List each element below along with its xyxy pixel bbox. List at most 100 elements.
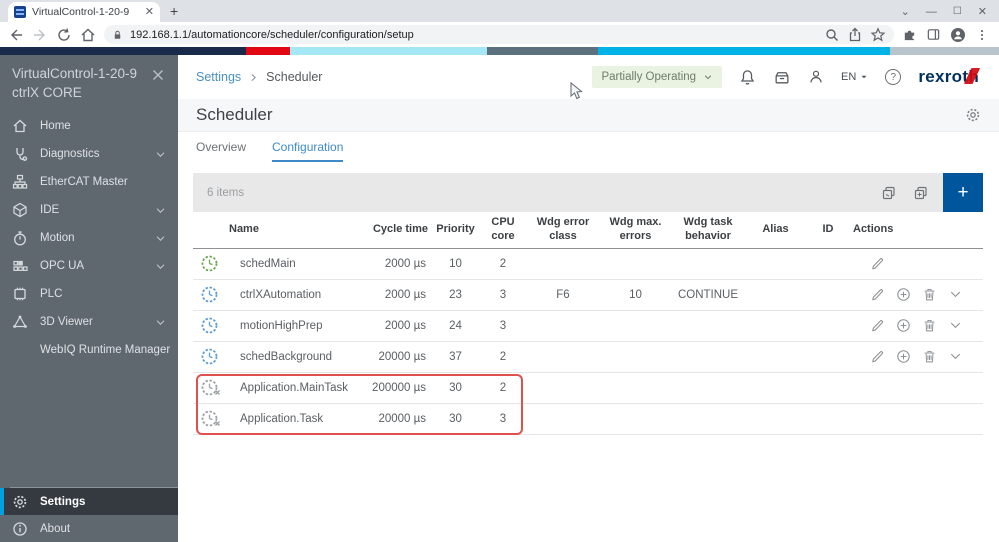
tab-configuration[interactable]: Configuration [272,140,344,162]
expand-icon[interactable] [948,287,963,302]
sidebar-close-icon[interactable] [150,67,166,83]
sidebar-item-3d-viewer[interactable]: 3D Viewer [0,308,178,336]
table-row[interactable]: Application.Task 20000 µs 30 3 [193,404,983,435]
forward-icon[interactable] [32,27,48,43]
sidebar-item-home[interactable]: Home [0,112,178,140]
user-icon[interactable] [808,69,824,85]
col-cycle-time: Cycle time [372,222,428,235]
home-browser-icon[interactable] [80,27,96,43]
status-badge[interactable]: Partially Operating [592,66,723,88]
tab-close-icon[interactable]: ✕ [144,5,154,18]
chevron-down-icon [861,75,867,79]
window-minimize-icon[interactable]: — [925,5,937,18]
cycle-time: 2000 µs [384,257,426,270]
sidebar-item-label: OPC UA [40,260,85,272]
sidebar-item-label: Motion [40,232,75,244]
task-name: schedBackground [240,350,333,363]
sidebar-item-settings[interactable]: Settings [0,488,178,515]
browser-tab[interactable]: VirtualControl-1-20-9 ✕ [8,2,160,22]
edit-icon[interactable] [870,287,885,302]
reload-icon[interactable] [56,27,72,43]
sidebar-item-about[interactable]: About [0,515,178,542]
delete-icon[interactable] [922,318,937,333]
back-icon[interactable] [8,27,24,43]
plc-icon [14,287,26,301]
delete-icon[interactable] [922,287,937,302]
priority: 30 [449,381,462,394]
sidebar-item-webiq-runtime-manager[interactable]: WebIQ Runtime Manager [0,336,178,364]
new-tab-button[interactable]: + [170,3,179,19]
expand-icon[interactable] [948,349,963,364]
sidebar-item-label: Settings [40,495,86,508]
col-wdg-max-errors: Wdg max. errors [609,216,662,242]
browser-menu-icon[interactable] [975,28,989,42]
breadcrumb-settings-link[interactable]: Settings [196,70,242,84]
col-priority: Priority [436,222,475,235]
zoom-search-icon[interactable] [824,27,840,43]
side-panel-icon[interactable] [926,27,941,42]
url-bar[interactable]: 192.168.1.1/automationcore/scheduler/con… [104,25,894,44]
ethercat-icon [12,174,28,189]
browser-tab-title: VirtualControl-1-20-9 [32,6,130,18]
cpu-core: 2 [499,381,507,394]
sidebar-item-diagnostics[interactable]: Diagnostics [0,140,178,168]
wdg-error-class: F6 [556,288,570,301]
sidebar-item-ethercat-master[interactable]: EtherCAT Master [0,168,178,196]
window-maximize-icon[interactable]: ☐ [952,6,962,17]
profile-avatar-icon[interactable] [950,27,966,43]
priority: 37 [449,350,462,363]
col-wdg-task-behavior: Wdg task behavior [683,216,733,242]
priority: 10 [449,257,462,270]
sidebar-item-motion[interactable]: Motion [0,224,178,252]
col-alias: Alias [762,222,789,235]
clock-blue-icon [201,348,218,365]
page-tabs: Overview Configuration [178,132,999,162]
help-icon[interactable]: ? [885,69,902,85]
sidebar-item-label: EtherCAT Master [40,176,128,188]
url-text[interactable]: 192.168.1.1/automationcore/scheduler/con… [130,28,414,41]
cycle-time: 200000 µs [372,381,426,394]
edit-icon[interactable] [870,318,885,333]
archive-icon[interactable] [773,69,791,86]
lock-icon [114,30,121,39]
bookmark-star-icon[interactable] [870,26,886,43]
table-row[interactable]: schedMain 2000 µs 10 2 [193,249,983,280]
breadcrumb-current: Scheduler [266,70,323,84]
add-icon[interactable] [896,349,911,364]
edit-icon[interactable] [870,349,885,364]
edit-icon[interactable] [870,256,885,271]
chevron-down-icon [156,319,165,325]
copy-icon[interactable] [881,185,897,201]
bell-icon[interactable] [739,69,756,86]
sidebar-item-label: Home [40,120,71,132]
share-icon[interactable] [847,27,863,43]
sidebar-item-ide[interactable]: IDE [0,196,178,224]
tab-overview[interactable]: Overview [196,140,247,154]
table-row[interactable]: schedBackground 20000 µs 37 2 [193,342,983,373]
window-menu-icon[interactable]: ⌄ [900,6,910,18]
page-settings-gear-icon[interactable] [965,107,981,123]
duplicate-add-icon[interactable] [913,185,929,201]
cycle-time: 2000 µs [384,319,426,332]
sidebar-item-plc[interactable]: PLC [0,280,178,308]
table-row[interactable]: motionHighPrep 2000 µs 24 3 [193,311,983,342]
sidebar-divider [10,487,178,488]
sidebar-item-label: PLC [40,288,63,300]
add-task-button[interactable]: + [943,173,983,212]
clock-green-icon [201,255,218,272]
sidebar-item-opc-ua[interactable]: OPC UA [0,252,178,280]
add-icon[interactable] [896,287,911,302]
add-icon[interactable] [896,318,911,333]
priority: 23 [449,288,462,301]
expand-icon[interactable] [948,318,963,333]
table-row[interactable]: ctrlXAutomation 2000 µs 23 3 F6 10 CONTINUE [193,280,983,311]
wdg-task-behavior: CONTINUE [677,288,739,301]
sidebar-item-label: WebIQ Runtime Manager [40,344,171,356]
delete-icon[interactable] [922,349,937,364]
extensions-puzzle-icon[interactable] [902,27,917,42]
window-close-icon[interactable]: ✕ [977,6,987,18]
col-wdg-error-class: Wdg error class [536,216,590,242]
table-row[interactable]: Application.MainTask 200000 µs 30 2 [193,373,983,404]
language-selector[interactable]: EN [841,71,868,83]
table-header-row: Name Cycle time Priority CPU core Wdg er… [193,212,983,249]
